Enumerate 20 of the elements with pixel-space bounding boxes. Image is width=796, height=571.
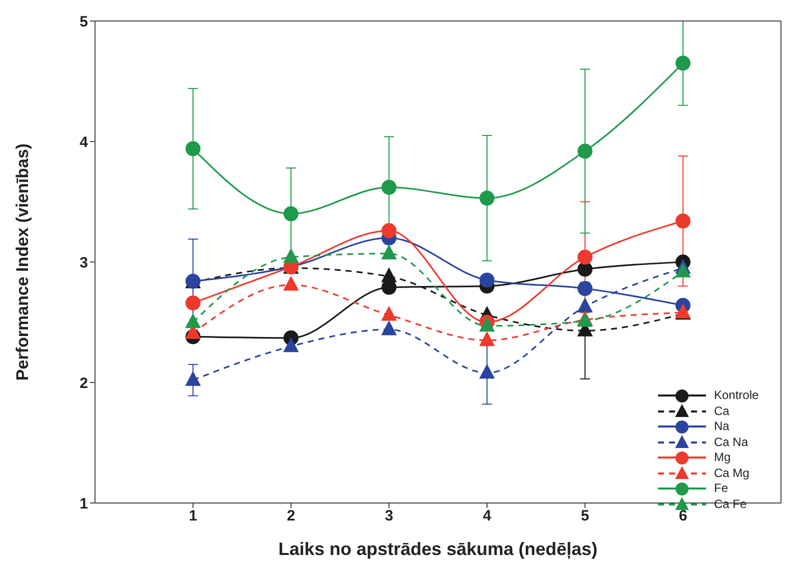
legend-label: Fe: [714, 481, 728, 496]
x-axis-title: Laiks no apstrādes sākuma (nedēļas): [278, 539, 598, 559]
y-tick-label: 5: [80, 13, 88, 30]
x-tick-label: 5: [580, 508, 590, 525]
x-tick-label: 1: [188, 508, 198, 525]
x-tick-label: 6: [678, 508, 688, 525]
legend-label: Ca: [714, 404, 730, 419]
legend-label: Ca Mg: [714, 466, 750, 481]
x-tick-label: 4: [482, 508, 492, 525]
y-tick-label: 1: [80, 495, 88, 512]
legend-label: Kontrole: [714, 388, 759, 404]
x-tick-label: 3: [384, 508, 394, 525]
y-tick-label: 2: [80, 374, 88, 392]
y-tick-label: 3: [80, 254, 88, 272]
y-tick-label: 4: [80, 134, 89, 151]
y-axis-title: Performance Index (vienības): [13, 143, 32, 381]
legend-label: Ca Na: [714, 434, 748, 450]
legend-label: Na: [714, 419, 730, 434]
x-tick-label: 2: [286, 508, 296, 525]
legend-label: Mg: [714, 450, 731, 466]
